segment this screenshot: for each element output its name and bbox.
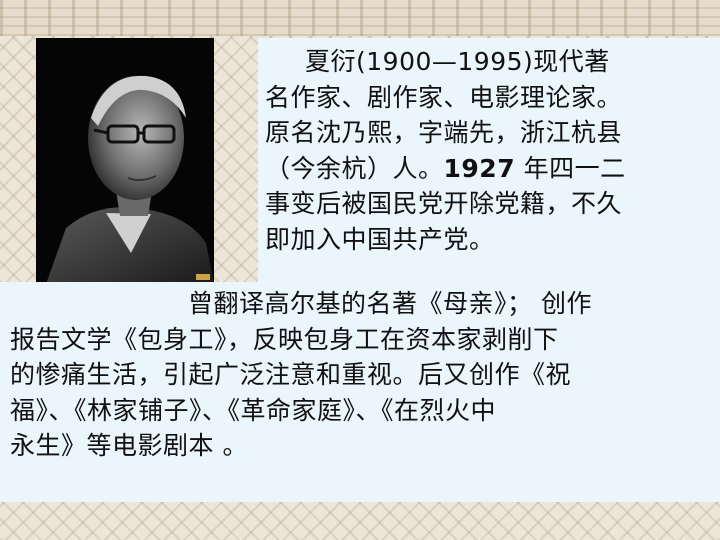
intro-line: 事变后被国民党开除党籍，不久 <box>265 189 623 218</box>
intro-panel <box>258 38 720 282</box>
author-intro: 夏衍(1900—1995)现代著 名作家、剧作家、电影理论家。 原名沈乃熙，字端… <box>265 44 717 257</box>
decorative-border <box>0 0 720 36</box>
works-line: 永生》等电影剧本 。 <box>10 431 248 460</box>
works-line: 报告文学《包身工》，反映包身工在资本家剥削下 <box>10 324 559 354</box>
intro-line: 夏衍(1900—1995)现代著 <box>305 47 610 76</box>
works-line: 的惨痛生活，引起广泛注意和重视。后又创作《祝 <box>10 360 572 389</box>
works-panel <box>0 282 720 502</box>
works-description: 曾翻译高尔基的名著《母亲》； 创作 报告文学《包身工》，反映包身工在资本家剥削下… <box>10 286 718 464</box>
intro-line: 名作家、剧作家、电影理论家。 <box>265 82 623 112</box>
intro-line: 年四一二 <box>523 153 626 183</box>
intro-year: 1927 <box>443 153 516 183</box>
portrait-photo <box>36 38 214 284</box>
intro-line: 原名沈乃熙，字端先，浙江杭县 <box>265 118 623 147</box>
intro-line: （今余杭）人。 <box>265 153 444 183</box>
works-line: 曾翻译高尔基的名著《母亲》； 创作 <box>188 289 592 318</box>
portrait-image <box>36 38 214 284</box>
works-line: 福》、《林家铺子》、《革命家庭》、《在烈火中 <box>10 395 497 425</box>
intro-line: 即加入中国共产党。 <box>265 224 495 254</box>
